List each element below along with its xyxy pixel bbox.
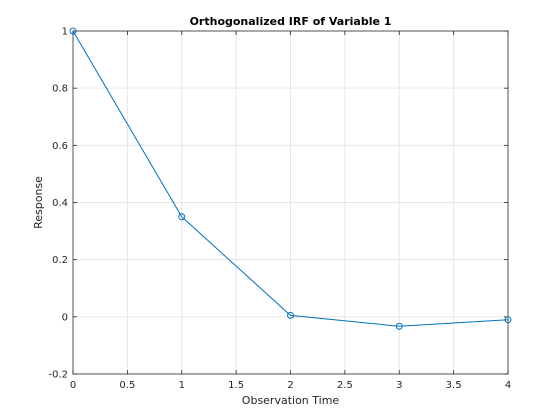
y-tick-label: 1 [62,27,68,38]
grid-lines [73,31,508,374]
data-point-marker [395,322,403,330]
x-axis-label: Observation Time [242,394,340,407]
x-tick-label: 4 [505,380,511,391]
y-tick-label: 0 [62,312,68,323]
x-tick-label: 2 [287,380,293,391]
series-layer [69,27,512,330]
y-tick-label: 0.4 [52,198,68,209]
data-point-marker [178,213,186,221]
y-tick-label: -0.2 [48,370,68,381]
chart-title: Orthogonalized IRF of Variable 1 [190,15,392,28]
x-tick-label: 3.5 [446,380,462,391]
data-point-marker [69,27,77,35]
x-tick-label: 0.5 [119,380,135,391]
y-tick-label: 0.8 [52,84,68,95]
series-line [72,30,509,327]
ticks: 0 0.5 1 1.5 2 2.5 3 3.5 4-0.200.20.40.60.81 [48,27,511,392]
x-tick-label: 3 [396,380,402,391]
y-tick-label: 0.2 [52,255,68,266]
data-point-marker [504,316,512,324]
y-axis-label: Response [32,176,45,229]
data-point-marker [287,311,294,319]
x-tick-label: 2.5 [337,380,353,391]
x-tick-label: 1.5 [228,380,244,391]
x-tick-label: 0 [70,380,76,391]
y-tick-label: 0.6 [52,141,68,152]
x-tick-label: 1 [179,380,185,391]
